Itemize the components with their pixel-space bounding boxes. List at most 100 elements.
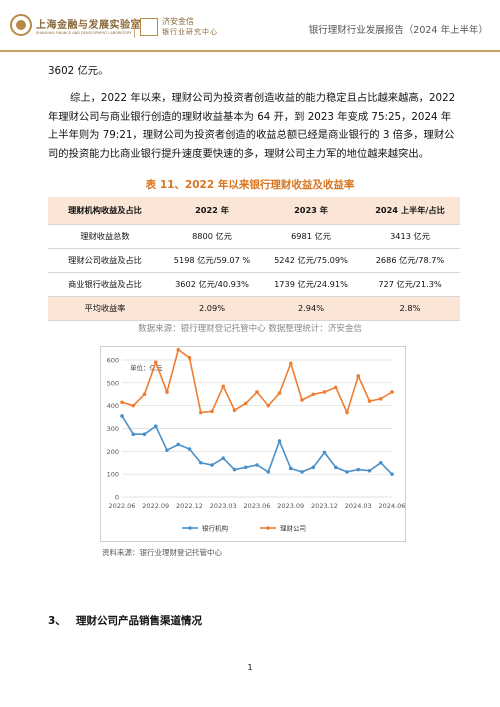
series-point-0: [131, 432, 136, 437]
y-tick-label: 500: [107, 379, 119, 387]
unit-label: 单位：亿元: [130, 363, 163, 372]
series-line-1: [121, 348, 393, 415]
chart-source: 资料来源：银行业理财登记托管中心: [102, 548, 222, 557]
table-header-cell: 2024 上半年/占比: [360, 197, 460, 225]
income-line-chart: 0 100 200 300 400 500 600 2022.06 2022.09 2022.12…: [107, 347, 406, 533]
y-tick-label: 400: [107, 402, 119, 410]
series-point-0: [311, 465, 316, 470]
series-point-1: [345, 410, 349, 415]
series-point-1: [322, 390, 327, 394]
yield-table: 理财机构收益及占比 2022 年 2023 年 2024 上半年/占比 理财收益…: [48, 197, 460, 321]
series-point-1: [187, 355, 192, 360]
legend-label: 银行机构: [202, 524, 229, 533]
series-point-1: [356, 374, 361, 378]
table-cell: 5198 亿元/59.07 %: [162, 248, 262, 273]
x-tick-label: 2024.03: [345, 502, 372, 510]
series-point-0: [390, 472, 394, 476]
legend-marker: [188, 526, 192, 530]
table-cell: 6981 亿元: [262, 224, 360, 249]
jian-logo: 济安金信 银行业研究中心: [140, 17, 218, 37]
table-cell: 2.8%: [360, 296, 460, 321]
series-point-0: [232, 467, 237, 472]
logo1-cn: 上海金融与发展实验室: [36, 19, 141, 31]
lab-emblem-icon: [10, 14, 32, 36]
series-point-1: [367, 399, 372, 403]
series-point-0: [142, 432, 147, 437]
table-source: 数据来源：银行理财登记托管中心 数据整理统计：济安金信: [138, 324, 362, 334]
series-point-1: [277, 391, 282, 395]
table-cell: 3413 亿元: [360, 224, 460, 249]
series-point-0: [176, 442, 181, 447]
series-point-0: [277, 439, 282, 443]
table-row-average: 平均收益率 2.09% 2.94% 2.8%: [48, 296, 460, 321]
series-point-0: [210, 463, 214, 467]
series-point-1: [198, 410, 203, 415]
series-point-0: [221, 456, 226, 460]
series-point-1: [378, 397, 383, 401]
series-point-0: [300, 470, 304, 474]
x-tick-label: 2023.12: [311, 502, 338, 510]
series-point-1: [243, 401, 248, 406]
logo1-en: SHANGHAI FINANCE AND DEVELOPMENT LABORAT…: [36, 30, 132, 35]
x-tick-label: 2023.03: [210, 502, 237, 510]
section-number: 3、: [48, 615, 66, 627]
x-tick-label: 2024.06: [379, 502, 406, 510]
series-point-0: [378, 460, 383, 465]
table-cell: 727 亿元/21.3%: [360, 272, 460, 297]
section-title: 理财公司产品销售渠道情况: [76, 615, 202, 627]
series-point-0: [322, 450, 327, 455]
legend-label: 理财公司: [280, 524, 306, 533]
chart-frame: [100, 346, 406, 542]
series-point-1: [390, 390, 394, 394]
x-tick-label: 2023.06: [244, 502, 271, 510]
series-point-0: [120, 414, 124, 418]
series-point-1: [288, 361, 293, 366]
logo2-line2: 银行业研究中心: [162, 28, 218, 36]
x-tick-label: 2022.09: [142, 502, 169, 510]
series-point-1: [142, 392, 147, 397]
series-point-1: [311, 392, 316, 397]
jian-emblem-icon: [140, 18, 158, 36]
table-cell: 1739 亿元/24.91%: [262, 272, 360, 297]
logo-divider: [134, 18, 135, 38]
paragraph-continuation: 3602 亿元。: [48, 65, 109, 77]
series-point-1: [300, 398, 304, 402]
table-cell: 2.94%: [262, 296, 360, 321]
series-point-0: [187, 447, 192, 451]
series-point-1: [165, 390, 169, 394]
y-tick-label: 300: [107, 425, 119, 433]
table-cell: 2.09%: [162, 296, 262, 321]
x-tick-label: 2022.06: [109, 502, 136, 510]
series-point-1: [255, 390, 259, 394]
table-cell: 平均收益率: [48, 296, 162, 321]
page-header: 上海金融与发展实验室 SHANGHAI FINANCE AND DEVELOPM…: [0, 0, 500, 52]
table-cell: 理财收益总数: [48, 224, 162, 249]
table-cell: 3602 亿元/40.93%: [162, 272, 262, 297]
series-point-0: [345, 470, 349, 474]
logo2-line1: 济安金信: [162, 17, 194, 26]
section-heading: 3、 理财公司产品销售渠道情况: [48, 613, 202, 628]
series-point-1: [153, 360, 158, 365]
series-point-1: [120, 400, 124, 405]
table-cell: 8800 亿元: [162, 224, 262, 249]
table-header-cell: 理财机构收益及占比: [48, 197, 162, 225]
series-point-1: [131, 403, 136, 408]
page-number: 1: [247, 663, 253, 672]
shanghai-lab-logo: 上海金融与发展实验室 SHANGHAI FINANCE AND DEVELOPM…: [10, 14, 141, 36]
series-point-0: [266, 470, 271, 474]
series-point-0: [288, 466, 293, 471]
series-point-0: [153, 424, 158, 429]
table-header-row: 理财机构收益及占比 2022 年 2023 年 2024 上半年/占比: [48, 197, 460, 225]
table-header-cell: 2023 年: [262, 197, 360, 225]
paragraph-summary: 综上，2022 年以来，理财公司为投资者创造收益的能力稳定且占比越来越高，202…: [48, 92, 456, 160]
legend-marker: [266, 526, 270, 530]
series-point-1: [232, 408, 237, 413]
series-point-0: [255, 463, 259, 467]
series-point-1: [266, 403, 271, 408]
table-cell: 商业银行收益及占比: [48, 272, 162, 297]
y-tick-label: 600: [107, 357, 119, 365]
table-row: 理财公司收益及占比 5198 亿元/59.07 % 5242 亿元/75.09%…: [48, 248, 460, 273]
series-point-0: [165, 448, 169, 452]
series-point-0: [333, 465, 338, 470]
table-row: 商业银行收益及占比 3602 亿元/40.93% 1739 亿元/24.91% …: [48, 272, 460, 297]
